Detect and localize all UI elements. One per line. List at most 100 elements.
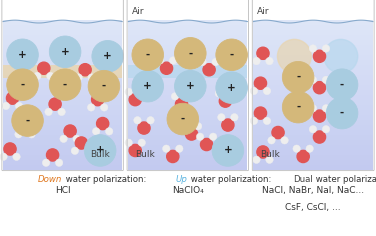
Ellipse shape xyxy=(55,159,63,166)
Ellipse shape xyxy=(255,107,267,119)
Ellipse shape xyxy=(314,50,326,62)
Bar xyxy=(253,140,373,145)
Ellipse shape xyxy=(84,147,92,155)
Ellipse shape xyxy=(134,117,141,124)
Ellipse shape xyxy=(28,131,35,138)
Text: HCl: HCl xyxy=(55,186,70,195)
Ellipse shape xyxy=(92,128,100,135)
Bar xyxy=(3,105,122,110)
Bar xyxy=(253,90,373,95)
Bar xyxy=(3,75,122,80)
Bar xyxy=(253,85,373,90)
Bar xyxy=(128,125,247,130)
Ellipse shape xyxy=(326,97,358,129)
Ellipse shape xyxy=(216,72,247,103)
Text: +: + xyxy=(223,145,232,156)
Ellipse shape xyxy=(257,47,269,59)
Bar xyxy=(128,70,247,75)
Ellipse shape xyxy=(309,126,317,133)
Bar xyxy=(128,105,247,110)
Text: NaCl, NaBr, NaI, NaC...: NaCl, NaBr, NaI, NaC... xyxy=(262,186,364,195)
Ellipse shape xyxy=(13,153,20,160)
Bar xyxy=(253,100,373,105)
Bar xyxy=(128,40,247,45)
Text: +: + xyxy=(227,83,236,93)
Bar xyxy=(128,80,247,85)
Ellipse shape xyxy=(42,159,50,166)
Ellipse shape xyxy=(75,74,82,81)
Text: -: - xyxy=(340,80,344,90)
Bar xyxy=(253,0,373,20)
Text: -: - xyxy=(188,48,193,58)
Ellipse shape xyxy=(297,150,309,163)
Bar xyxy=(128,100,247,105)
Text: Air: Air xyxy=(132,7,144,16)
Ellipse shape xyxy=(282,61,314,93)
Bar xyxy=(3,125,122,130)
Bar xyxy=(253,70,373,75)
Ellipse shape xyxy=(6,92,19,104)
Bar xyxy=(3,55,122,60)
Bar xyxy=(128,20,247,25)
Ellipse shape xyxy=(138,122,150,134)
Text: -: - xyxy=(340,108,344,118)
Bar xyxy=(253,80,373,85)
Bar xyxy=(128,160,247,165)
Bar xyxy=(128,120,247,125)
Text: Air: Air xyxy=(257,7,270,16)
Bar xyxy=(3,20,122,25)
Bar xyxy=(3,0,122,20)
Ellipse shape xyxy=(147,117,154,124)
Text: -: - xyxy=(26,116,30,126)
Ellipse shape xyxy=(92,93,104,106)
Ellipse shape xyxy=(132,70,164,102)
Bar xyxy=(253,165,373,170)
Bar xyxy=(253,60,373,65)
Ellipse shape xyxy=(161,62,173,74)
Bar xyxy=(128,95,247,100)
Bar xyxy=(253,115,373,120)
Text: Bulk: Bulk xyxy=(90,151,110,160)
Bar xyxy=(128,45,247,50)
Bar xyxy=(128,55,247,60)
Ellipse shape xyxy=(64,125,76,137)
Ellipse shape xyxy=(268,137,275,144)
Bar xyxy=(3,120,122,125)
Bar xyxy=(253,95,373,100)
Bar xyxy=(253,150,373,155)
Ellipse shape xyxy=(309,45,317,52)
Ellipse shape xyxy=(293,145,300,152)
Bar xyxy=(253,35,373,40)
Bar xyxy=(128,35,247,40)
Bar xyxy=(253,50,373,55)
Ellipse shape xyxy=(184,93,192,100)
Ellipse shape xyxy=(257,146,269,158)
Text: +: + xyxy=(61,47,70,57)
Ellipse shape xyxy=(106,128,113,135)
Bar xyxy=(128,90,247,95)
Bar xyxy=(128,115,247,120)
Bar xyxy=(128,140,247,145)
Ellipse shape xyxy=(200,138,213,151)
Text: water polarization:: water polarization: xyxy=(188,175,271,184)
Ellipse shape xyxy=(71,147,79,155)
Ellipse shape xyxy=(167,103,199,135)
Text: -: - xyxy=(181,114,185,124)
Ellipse shape xyxy=(132,39,164,71)
Bar xyxy=(128,25,247,30)
Ellipse shape xyxy=(250,87,258,95)
Ellipse shape xyxy=(58,108,65,116)
Bar xyxy=(3,50,122,55)
Bar xyxy=(128,0,247,20)
Ellipse shape xyxy=(218,114,225,121)
Ellipse shape xyxy=(266,156,273,164)
Ellipse shape xyxy=(167,150,179,163)
Bar xyxy=(128,85,247,90)
Ellipse shape xyxy=(314,131,326,143)
Ellipse shape xyxy=(199,58,206,66)
Ellipse shape xyxy=(282,91,314,123)
Text: +: + xyxy=(18,50,27,60)
Ellipse shape xyxy=(12,105,43,136)
Bar xyxy=(128,110,247,115)
Ellipse shape xyxy=(277,39,311,73)
